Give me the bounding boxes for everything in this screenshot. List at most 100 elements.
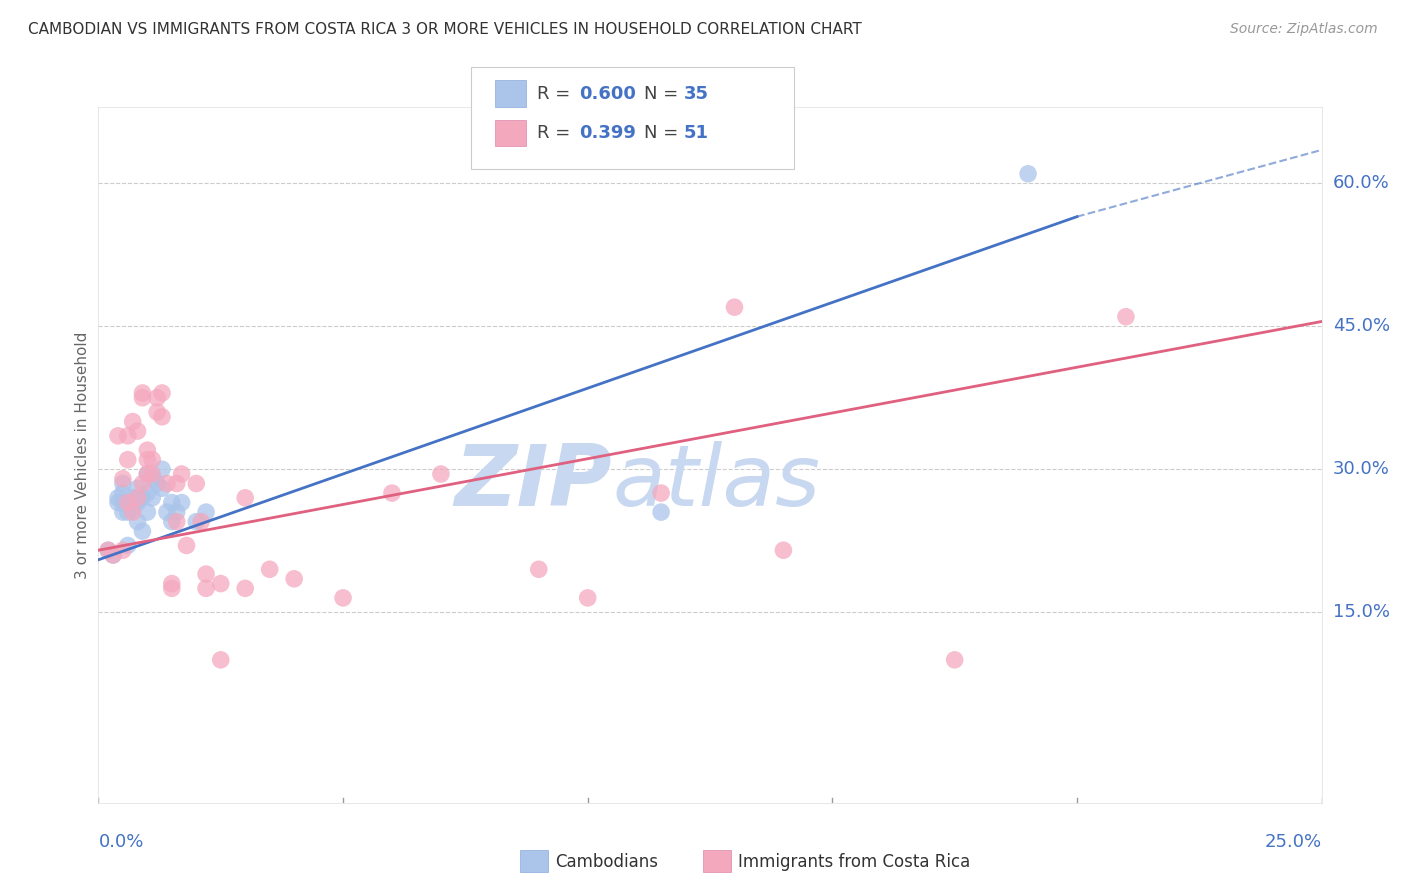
Point xyxy=(209,653,232,667)
Point xyxy=(233,491,256,505)
Text: 35: 35 xyxy=(683,85,709,103)
Point xyxy=(156,476,179,491)
Point xyxy=(150,481,173,495)
Point xyxy=(127,481,149,495)
Point xyxy=(190,515,212,529)
Point xyxy=(146,391,169,405)
Point xyxy=(131,524,153,538)
Point xyxy=(430,467,453,481)
Point xyxy=(283,572,305,586)
Point xyxy=(160,495,183,509)
Point xyxy=(111,476,134,491)
Point xyxy=(117,429,139,443)
Point xyxy=(107,429,129,443)
Point xyxy=(117,452,139,467)
Point xyxy=(111,495,134,509)
Point xyxy=(121,491,143,505)
Point xyxy=(150,462,173,476)
Point xyxy=(141,467,163,481)
Point xyxy=(723,300,745,314)
Point xyxy=(772,543,794,558)
Point xyxy=(141,452,163,467)
Y-axis label: 3 or more Vehicles in Household: 3 or more Vehicles in Household xyxy=(75,331,90,579)
Point xyxy=(650,486,672,500)
Point xyxy=(195,567,218,582)
Point xyxy=(259,562,281,576)
Text: CAMBODIAN VS IMMIGRANTS FROM COSTA RICA 3 OR MORE VEHICLES IN HOUSEHOLD CORRELAT: CAMBODIAN VS IMMIGRANTS FROM COSTA RICA … xyxy=(28,22,862,37)
Text: 45.0%: 45.0% xyxy=(1333,318,1391,335)
Point xyxy=(136,452,159,467)
Text: 51: 51 xyxy=(683,124,709,142)
Point xyxy=(195,582,218,596)
Point xyxy=(186,476,208,491)
Point xyxy=(160,515,183,529)
Point xyxy=(1017,167,1039,181)
Point xyxy=(233,582,256,596)
Point xyxy=(141,491,163,505)
Point xyxy=(160,582,183,596)
Point xyxy=(1115,310,1137,324)
Text: R =: R = xyxy=(537,85,576,103)
Point xyxy=(150,386,173,401)
Point xyxy=(97,543,120,558)
Point xyxy=(121,505,143,519)
Point xyxy=(111,505,134,519)
Point xyxy=(127,424,149,438)
Point xyxy=(127,495,149,509)
Point xyxy=(131,491,153,505)
Point xyxy=(156,505,179,519)
Text: R =: R = xyxy=(537,124,576,142)
Point xyxy=(111,486,134,500)
Point xyxy=(381,486,404,500)
Point xyxy=(576,591,599,605)
Point xyxy=(117,495,139,509)
Text: Cambodians: Cambodians xyxy=(555,853,658,871)
Point xyxy=(170,467,193,481)
Text: 0.0%: 0.0% xyxy=(98,833,143,851)
Point xyxy=(166,505,188,519)
Point xyxy=(111,543,134,558)
Point xyxy=(121,415,143,429)
Point xyxy=(127,491,149,505)
Text: 60.0%: 60.0% xyxy=(1333,174,1389,193)
Text: ZIP: ZIP xyxy=(454,442,612,524)
Text: atlas: atlas xyxy=(612,442,820,524)
Point xyxy=(117,505,139,519)
Point xyxy=(166,476,188,491)
Text: 30.0%: 30.0% xyxy=(1333,460,1389,478)
Text: 15.0%: 15.0% xyxy=(1333,603,1389,621)
Point xyxy=(107,495,129,509)
Text: N =: N = xyxy=(644,124,683,142)
Text: 0.600: 0.600 xyxy=(579,85,636,103)
Point xyxy=(107,491,129,505)
Point xyxy=(131,391,153,405)
Point xyxy=(101,548,124,562)
Point xyxy=(527,562,550,576)
Point xyxy=(146,405,169,419)
Text: Source: ZipAtlas.com: Source: ZipAtlas.com xyxy=(1230,22,1378,37)
Point xyxy=(166,515,188,529)
Point xyxy=(136,467,159,481)
Point xyxy=(131,386,153,401)
Point xyxy=(127,515,149,529)
Point xyxy=(160,576,183,591)
Point xyxy=(332,591,354,605)
Point xyxy=(111,472,134,486)
Point xyxy=(136,486,159,500)
Point xyxy=(121,495,143,509)
Point xyxy=(101,548,124,562)
Point xyxy=(195,505,218,519)
Point xyxy=(136,467,159,481)
Point xyxy=(131,476,153,491)
Point xyxy=(136,505,159,519)
Point xyxy=(650,505,672,519)
Text: 0.399: 0.399 xyxy=(579,124,636,142)
Point xyxy=(146,476,169,491)
Point xyxy=(176,539,198,553)
Point xyxy=(136,443,159,458)
Point xyxy=(121,500,143,515)
Point xyxy=(943,653,966,667)
Text: Immigrants from Costa Rica: Immigrants from Costa Rica xyxy=(738,853,970,871)
Point xyxy=(141,472,163,486)
Text: 25.0%: 25.0% xyxy=(1264,833,1322,851)
